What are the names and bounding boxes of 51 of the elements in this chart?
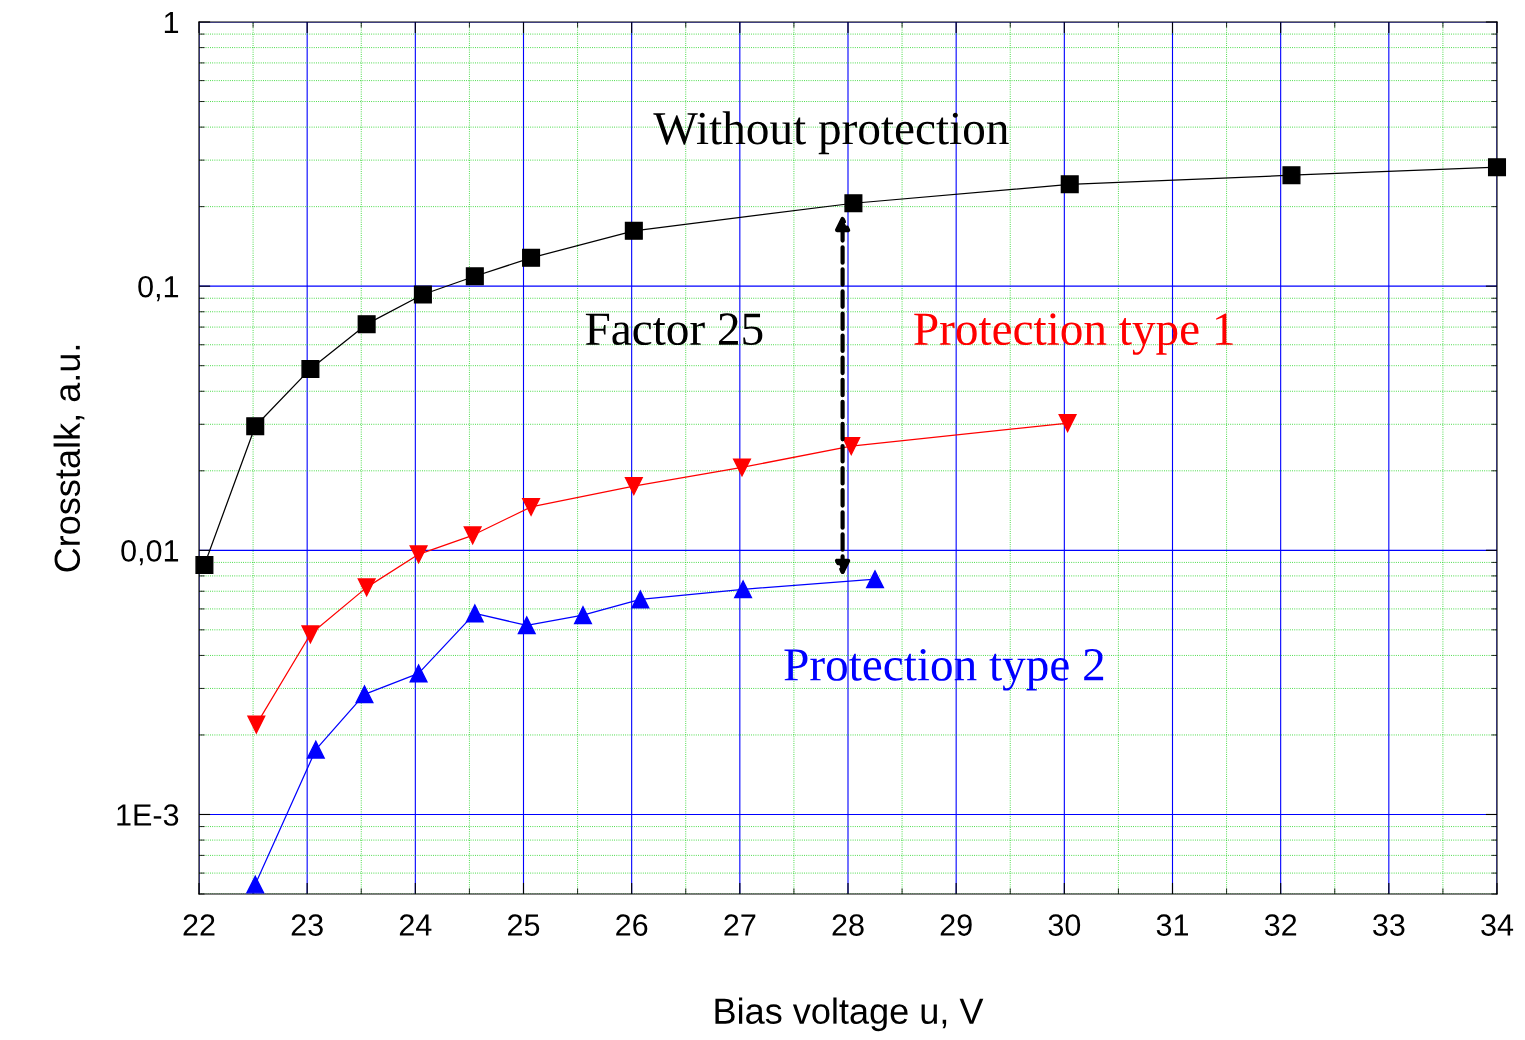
point	[517, 616, 536, 635]
point	[465, 604, 484, 623]
x-tick-label: 29	[940, 914, 972, 936]
point	[573, 606, 593, 625]
point	[306, 740, 325, 759]
point	[631, 590, 650, 609]
point	[1487, 158, 1507, 177]
point	[247, 715, 266, 734]
x-tick-label: 24	[399, 914, 432, 936]
y-axis-title: Crosstalk, a.u.	[53, 345, 85, 572]
point	[522, 497, 541, 516]
point	[413, 285, 432, 304]
point	[465, 267, 484, 286]
point	[522, 248, 541, 267]
point	[355, 685, 374, 704]
x-tick-label: 25	[508, 914, 540, 936]
point	[624, 221, 643, 240]
point	[246, 875, 265, 894]
point	[409, 664, 428, 683]
y-tick-label: 0,01	[121, 540, 179, 566]
point	[844, 194, 863, 213]
point	[301, 359, 320, 378]
x-tick-label: 34	[1481, 914, 1514, 936]
point	[246, 417, 265, 436]
point	[732, 458, 752, 477]
y-tick-label: 1E-3	[117, 804, 179, 826]
x-tick-label: 26	[616, 914, 648, 936]
point	[195, 555, 214, 575]
x-tick-label: 30	[1048, 914, 1081, 936]
point	[624, 477, 643, 496]
x-tick-label: 28	[832, 914, 864, 936]
x-tick-label: 33	[1373, 914, 1405, 936]
point	[357, 315, 376, 334]
y-tick-label: 1	[164, 12, 179, 34]
x-tick-label: 32	[1264, 914, 1297, 936]
y-tick-label: 0,1	[138, 275, 179, 302]
point	[866, 570, 885, 589]
point	[409, 545, 428, 564]
point	[734, 580, 753, 599]
point	[1058, 414, 1077, 433]
point	[357, 578, 376, 597]
point	[463, 526, 482, 545]
point	[842, 437, 861, 456]
point	[301, 625, 320, 644]
point	[1060, 175, 1079, 194]
point	[1282, 166, 1301, 185]
x-tick-label: 22	[183, 914, 215, 936]
x-tick-label: 27	[724, 914, 756, 936]
x-tick-label: 31	[1156, 914, 1188, 936]
x-tick-label: 23	[291, 914, 323, 936]
x-axis-title: Bias voltage u, V	[715, 997, 984, 1032]
